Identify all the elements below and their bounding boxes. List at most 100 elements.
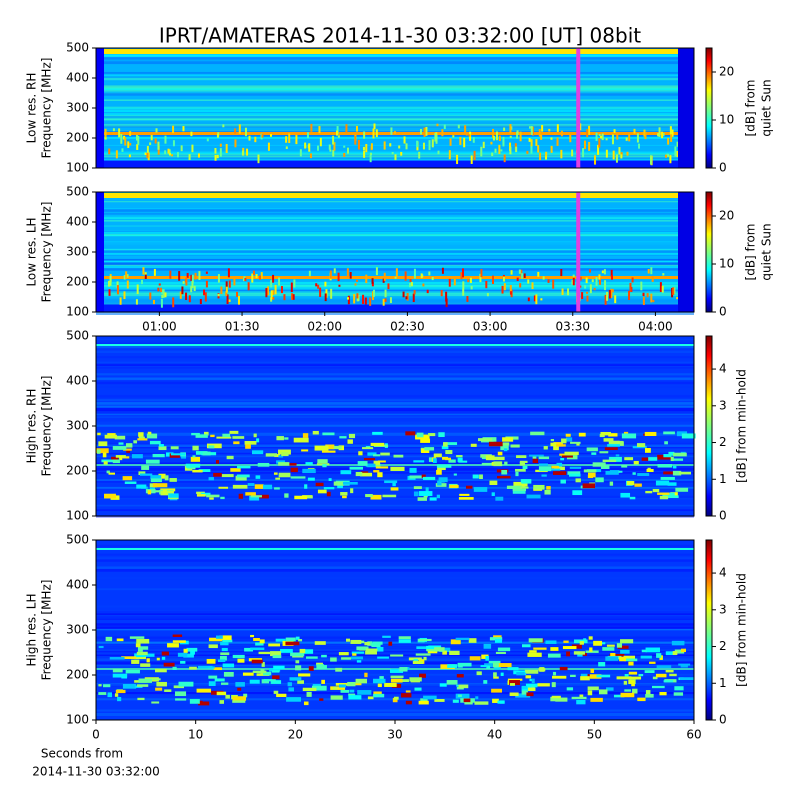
spectrogram-speckle xyxy=(185,463,201,468)
spectrogram-speckle xyxy=(585,277,588,284)
spectrogram-speckle xyxy=(509,683,516,686)
spectrogram-speckle xyxy=(550,442,557,447)
spectrogram-speckle xyxy=(544,489,551,495)
spectrogram-speckle xyxy=(237,465,251,469)
spectrogram-speckle xyxy=(559,453,566,456)
spectrogram-speckle xyxy=(423,494,428,498)
spectrogram-speckle xyxy=(550,696,557,702)
spectrogram-speckle xyxy=(249,679,260,684)
spectrogram-speckle xyxy=(337,135,340,138)
spectrogram-speckle xyxy=(277,449,291,455)
spectrogram-speckle xyxy=(189,666,197,670)
spectrogram-speckle xyxy=(382,298,385,306)
spectrogram-speckle xyxy=(497,700,505,704)
spectrogram-speckle xyxy=(476,671,482,676)
spectrogram-speckle xyxy=(328,478,332,482)
spectrogram-speckle xyxy=(493,676,499,679)
spectrogram-speckle xyxy=(306,691,312,697)
spectrogram-speckle xyxy=(628,290,631,301)
spectrogram-speckle xyxy=(533,484,545,490)
spectrogram-band xyxy=(96,289,694,291)
spectrogram-speckle xyxy=(263,679,276,682)
spectrogram-speckle xyxy=(608,289,611,299)
spectrogram-speckle xyxy=(167,643,179,648)
spectrogram-speckle xyxy=(252,670,267,674)
spectrogram-speckle xyxy=(380,452,390,456)
spectrogram-speckle xyxy=(516,130,519,135)
spectrogram-speckle xyxy=(663,680,674,683)
spectrogram-speckle xyxy=(466,296,469,302)
spectrogram-speckle xyxy=(586,447,598,452)
spectrogram-speckle xyxy=(589,647,593,652)
spectrogram-speckle xyxy=(124,481,137,484)
spectrogram-speckle xyxy=(261,134,264,138)
spectrogram-speckle xyxy=(158,283,161,286)
spectrogram-speckle xyxy=(611,275,614,280)
spectrogram-speckle xyxy=(370,152,373,156)
spectrogram-speckle xyxy=(535,294,538,305)
spectrogram-band xyxy=(96,344,694,346)
spectrogram-speckle xyxy=(162,489,167,495)
spectrogram-band xyxy=(96,260,694,263)
spectrogram-speckle xyxy=(413,486,422,490)
spectrogram-band xyxy=(96,612,694,615)
spectrogram-speckle xyxy=(492,698,499,703)
spectrogram-speckle xyxy=(157,141,160,150)
y-tick-label: 100 xyxy=(66,713,89,727)
spectrogram-speckle xyxy=(151,490,161,493)
spectrogram-speckle xyxy=(550,137,553,140)
spectrogram-speckle xyxy=(108,148,111,155)
spectrogram-speckle xyxy=(414,687,422,691)
spectrogram-speckle xyxy=(638,674,644,677)
spectrogram-speckle xyxy=(384,480,398,484)
spectrogram-speckle xyxy=(552,671,557,676)
spectrogram-speckle xyxy=(429,497,437,501)
spectrogram-speckle xyxy=(285,146,288,150)
spectrogram-speckle xyxy=(234,128,237,134)
spectrogram-speckle xyxy=(616,676,632,680)
spectrogram-speckle xyxy=(289,677,302,681)
spectrogram-speckle xyxy=(648,457,658,461)
spectrogram-speckle xyxy=(276,460,286,464)
spectrogram-speckle xyxy=(491,492,495,497)
spectrogram-speckle xyxy=(169,453,180,458)
spectrogram-speckle xyxy=(545,155,548,160)
spectrogram-speckle xyxy=(104,493,116,499)
spectrogram-speckle xyxy=(273,472,278,475)
spectrogram-speckle xyxy=(122,683,137,689)
spectrogram-speckle xyxy=(302,687,317,692)
spectrogram-speckle xyxy=(650,293,653,303)
spectrogram-speckle xyxy=(519,283,522,288)
spectrogram-speckle xyxy=(144,152,147,155)
spectrogram-speckle xyxy=(420,273,423,279)
spectrogram-speckle xyxy=(272,297,275,300)
spectrogram-speckle xyxy=(363,458,376,461)
spectrogram-speckle xyxy=(115,689,126,694)
spectrogram-speckle xyxy=(655,480,670,486)
spectrogram-speckle xyxy=(547,279,550,283)
spectrogram-speckle xyxy=(172,634,183,637)
spectrogram-speckle xyxy=(512,488,526,492)
spectrogram-speckle xyxy=(253,433,257,438)
spectrogram-band xyxy=(96,85,694,89)
spectrogram-speckle xyxy=(290,476,306,479)
spectrogram-speckle xyxy=(342,495,347,499)
spectrogram-speckle xyxy=(640,655,652,659)
spectrogram-speckle xyxy=(285,641,300,646)
spectrogram-speckle xyxy=(222,433,231,438)
spectrogram-speckle xyxy=(501,469,508,475)
spectrogram-speckle xyxy=(236,291,239,297)
spectrogram-speckle xyxy=(169,478,177,482)
spectrogram-speckle xyxy=(608,456,622,462)
spectrogram-speckle xyxy=(178,681,194,687)
spectrogram-speckle xyxy=(465,132,468,136)
spectrogram-speckle xyxy=(226,294,229,305)
spectrogram-band xyxy=(96,73,694,76)
spectrogram-speckle xyxy=(322,432,335,436)
spectrogram-band xyxy=(96,576,694,580)
spectrogram-speckle xyxy=(527,279,530,284)
spectrogram-speckle xyxy=(241,150,244,156)
spectrogram-speckle xyxy=(220,641,229,646)
spectrogram-speckle xyxy=(149,142,152,146)
spectrogram-speckle xyxy=(519,460,528,463)
